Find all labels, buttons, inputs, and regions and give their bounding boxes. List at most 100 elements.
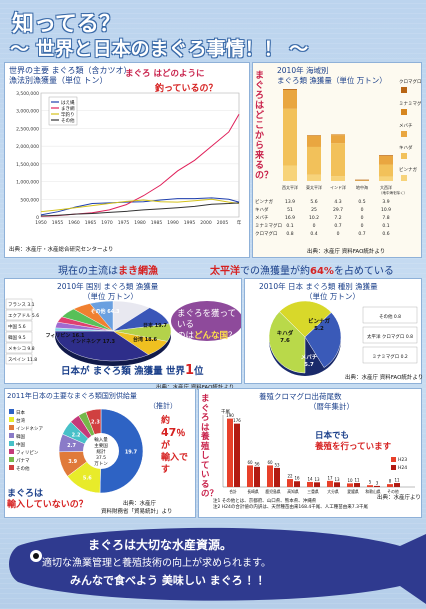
panel-japan-species: 2010年 日本 まぐろ類 種別 漁獲量 （単位 万トン） キハダ 7.6 ビンナガ… — [244, 278, 424, 384]
panel4-source: 出典：水産庁 資料FAO統計より — [345, 375, 424, 381]
donut-center-text: 主要国 — [94, 442, 108, 449]
bar-segment — [307, 174, 321, 181]
series-line-3 — [40, 202, 240, 217]
fish-line2: 適切な漁業管理と養殖技術の向上が求められます。 — [42, 558, 271, 569]
side-label-box — [362, 346, 418, 364]
legend-label: ビンナガ — [399, 166, 417, 173]
donut-value: 19.7 — [125, 449, 138, 455]
bar — [347, 483, 353, 487]
legend-swatch — [9, 465, 14, 470]
bar-label: 53 — [274, 462, 280, 467]
y-tick-label: 3,500,000 — [16, 91, 39, 97]
x-tick-label: 1995 — [184, 220, 196, 226]
legend-label: 中国 — [16, 441, 25, 448]
side-label: メキシコ 9.8 — [8, 346, 35, 352]
panel2-question: まぐろはどこから来るの？ — [255, 71, 274, 181]
panel3-question-b: のは — [177, 331, 195, 341]
pie-label: その他 64.3 — [90, 308, 120, 315]
panel3-question: まぐろを獲っている のはどんな国？ — [177, 309, 239, 342]
bar-segment — [379, 176, 393, 181]
legend-label: フィリピン — [16, 450, 39, 456]
table-cell: 10.9 — [381, 207, 391, 213]
panel5-question-b: 輸入していないの？ — [7, 500, 88, 510]
x-tick-label: 1985 — [151, 220, 163, 226]
side-label-box — [5, 298, 33, 310]
legend-swatch — [391, 457, 396, 462]
row-label: ビンナガ — [255, 198, 273, 205]
table-cell: 0.6 — [382, 231, 389, 237]
panel6-title-a: 養殖クロマグロ出荷尾数 — [259, 392, 342, 401]
bar-label: 3 — [376, 480, 379, 485]
x-tick-label: 大分県 — [327, 489, 339, 494]
donut-value: 2.3 — [91, 420, 100, 426]
table-cell: 0 — [361, 207, 364, 213]
panel5-pct-d: 輸入です — [161, 453, 189, 475]
legend-swatch — [9, 441, 14, 446]
table-cell: 13.9 — [285, 199, 295, 205]
y-tick-label: 500,000 — [20, 197, 39, 203]
bar — [367, 485, 373, 487]
legend-swatch — [9, 457, 14, 462]
area-label: インド洋 — [330, 184, 346, 190]
table-cell: 0 — [337, 231, 340, 237]
panel6-notes: 注1 その他とは、京都府、山口県、熊本県、沖縄県 注2 H24の合計値の内訳は、… — [213, 499, 368, 510]
legend-label: ミナミマグロ — [399, 100, 421, 107]
x-tick-label: 和歌山県 — [365, 489, 380, 494]
x-tick-label: 年 — [237, 219, 242, 226]
panel5-pct-a: 約 — [161, 416, 171, 426]
legend-label: はえ縄 — [61, 99, 75, 106]
x-tick-label: 長崎県 — [247, 489, 259, 494]
pie-label: 台湾 18.6 — [133, 336, 158, 343]
bar — [354, 483, 360, 487]
pie-slice — [89, 300, 114, 332]
legend-label: 台湾 — [16, 417, 25, 424]
panel1-line-chart: 3,500,000 3,000,000 2,500,000 2,000,000 1,50… — [16, 91, 242, 226]
donut-center-text: 万トン — [94, 461, 108, 467]
bar-label: 13 — [334, 477, 340, 482]
bar — [387, 484, 393, 487]
pie-label: インドネシア 17.3 — [71, 338, 116, 345]
panel6-note-b: 養殖を行っています — [315, 442, 392, 452]
panel-world-catch-method: 世界の主要 まぐろ類（含カツオ） 漁法別漁獲量（単位 トン） まぐろ はどのよう… — [4, 62, 250, 258]
bar-label: 22 — [287, 474, 293, 479]
side-label: フランス 3.1 — [8, 302, 35, 308]
side-label: 中国 5.6 — [8, 323, 26, 330]
bar — [254, 466, 260, 487]
bar-segment — [379, 155, 393, 165]
bar — [314, 482, 320, 487]
panel1-question: まぐろ はどのように — [125, 69, 205, 79]
panel6-source: 出典：水産庁より — [377, 495, 421, 501]
table-cell: 7.8 — [382, 215, 389, 221]
donut-hole — [83, 433, 119, 469]
panel2-source: 出典：水産庁 資料FAO統計より — [307, 249, 386, 255]
pie-slice — [279, 300, 332, 338]
row-label: ミナミマグロ — [255, 222, 282, 229]
table-cell: 5.6 — [310, 199, 317, 205]
table-cell: 16.9 — [285, 215, 295, 221]
panel-aquaculture: 養殖クロマグロ出荷尾数 （暦年集計） まぐろは養殖しているの？ 日本でも 養殖を… — [198, 388, 422, 518]
panel3-footer-b: 位 — [193, 366, 204, 377]
side-label-box — [5, 331, 33, 343]
area-label: 地中海 — [356, 184, 368, 190]
side-label: 太平洋 クロマグロ 0.8 — [367, 333, 413, 340]
y-tick-label: 3,000,000 — [16, 109, 39, 115]
bar-label: 5 — [369, 480, 372, 485]
donut-value: 5.6 — [83, 476, 92, 482]
pie-label: 日本 19.7 — [143, 322, 168, 329]
donut-center-text: 輸入量 — [94, 436, 108, 443]
panel2-bar-chart: クロマグロミナミマグロメバチキハダビンナガ 西太平洋東太平洋インド洋地中海大西洋… — [255, 78, 421, 237]
side-label-box — [362, 306, 418, 324]
legend-swatch — [401, 87, 407, 93]
panel3-footer: 日本が まぐろ類 漁獲量 世界1位 — [61, 363, 204, 378]
donut-value: 3.9 — [68, 459, 77, 465]
panel4-title-b: （単位 万トン） — [305, 292, 360, 301]
legend-label: その他 — [61, 117, 75, 124]
y-tick-label: 1,000,000 — [16, 180, 39, 186]
pie-slice — [54, 330, 149, 362]
panel5-question: まぐろは 輸入していないの？ — [7, 489, 88, 511]
panel3-footer-num: 1 — [184, 363, 194, 378]
bar — [327, 480, 333, 487]
